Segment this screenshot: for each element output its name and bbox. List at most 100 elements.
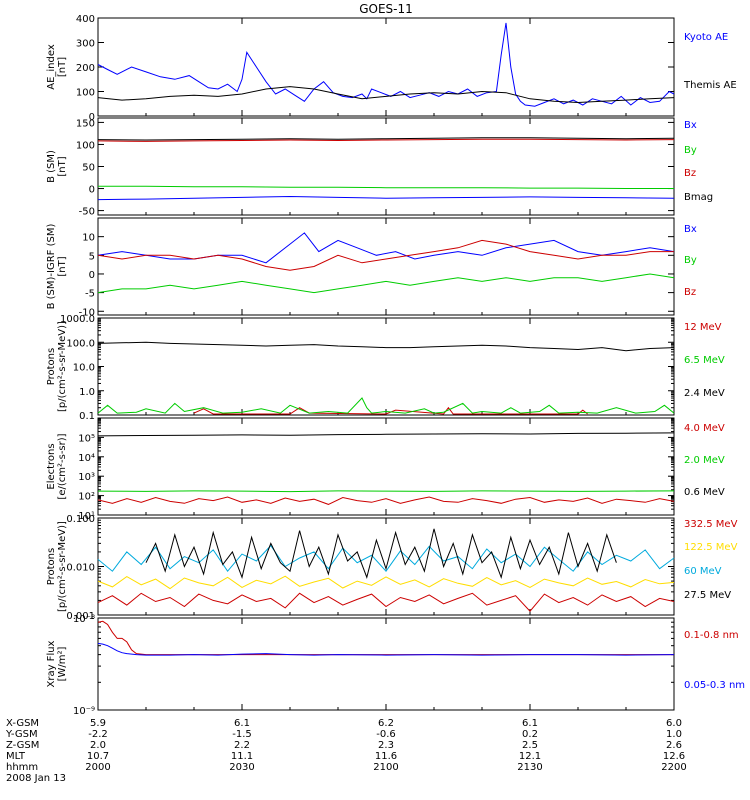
legend-label: Themis AE [683, 80, 737, 91]
legend-label: Bz [684, 168, 696, 179]
legend-label: 0.05-0.3 nm [684, 680, 745, 691]
legend-label: 4.0 MeV [684, 423, 725, 434]
y-axis-label: B (SM) [46, 150, 57, 183]
panel-frame-protons [97, 317, 675, 416]
xaxis-row-value: 6.2 [378, 718, 394, 729]
series-line-0-1-0-8-nm [97, 620, 674, 656]
xaxis-row-value: 0.2 [522, 729, 538, 740]
series-line-themis-ae [97, 86, 675, 104]
y-tick-label: 5 [89, 251, 95, 262]
xaxis-row-label: Z-GSM [6, 740, 39, 751]
y-tick-label: 10⁴ [78, 453, 95, 464]
xaxis-row-value: 11.6 [375, 751, 397, 762]
y-axis-label: [p/(cm²-s-sr-MeV)] [57, 321, 68, 412]
xaxis-row-label: Y-GSM [5, 729, 38, 740]
legend-label: Bz [684, 287, 696, 298]
panel-frame-ae [97, 17, 675, 117]
y-tick-label: 10² [78, 492, 95, 503]
series-line-2-0-mev [97, 490, 675, 493]
panel-frame-db [97, 217, 675, 316]
y-tick-label: 100.0 [66, 338, 95, 349]
xaxis-row-value: 11.1 [231, 751, 253, 762]
y-tick-label: 50 [82, 163, 95, 174]
xaxis-row-value: 1.0 [666, 729, 682, 740]
y-tick-label: 10³ [78, 472, 95, 483]
xaxis-row-value: 6.1 [522, 718, 538, 729]
series-line-by [97, 273, 675, 294]
xaxis-row-label: X-GSM [6, 718, 39, 729]
y-tick-label: 0.010 [66, 563, 95, 574]
xaxis-row-value: 2.5 [522, 740, 538, 751]
y-axis-label: [e/(cm²-s-sr)] [57, 433, 68, 499]
series-line-6-5-mev [97, 397, 675, 414]
panel-frame-xray [97, 617, 675, 711]
y-tick-label: 0.1 [79, 411, 95, 422]
panel-frame-electrons [97, 417, 675, 516]
legend-label: 2.4 MeV [684, 388, 725, 399]
legend-label: 2.0 MeV [684, 455, 725, 466]
y-tick-label: 150 [76, 118, 95, 129]
xaxis-row-value: 12.6 [663, 751, 685, 762]
series-line-122-5-mev [97, 575, 675, 590]
xaxis-row-label: hhmm [6, 762, 38, 773]
y-axis-label: AE_index [46, 44, 57, 90]
series-line-12-mev [193, 406, 588, 415]
y-tick-label: 10.0 [73, 363, 95, 374]
chart-title: GOES-11 [359, 2, 413, 16]
date-label: 2008 Jan 13 [6, 773, 66, 784]
legend-label: 0.6 MeV [684, 487, 725, 498]
y-tick-label: 0 [89, 270, 95, 281]
xaxis-row-value: 10.7 [87, 751, 109, 762]
y-tick-label: 10⁵ [78, 433, 95, 444]
y-tick-label: 10¹ [78, 511, 95, 522]
xaxis-row-value: 12.1 [519, 751, 541, 762]
series-line-bz [97, 239, 674, 271]
series-line-bx [97, 232, 675, 264]
xaxis-row-value: 5.9 [90, 718, 106, 729]
y-axis-label: Xray Flux [46, 640, 57, 687]
series-line-4-0-mev [97, 496, 675, 505]
y-axis-label: B (SM)-IGRF (SM) [46, 224, 57, 310]
y-tick-label: 0 [89, 112, 95, 123]
xaxis-row-value: 2130 [517, 762, 542, 773]
y-axis-label: [nT] [57, 256, 68, 276]
y-tick-label: 0.001 [66, 611, 95, 622]
xaxis-row-value: -0.6 [376, 729, 396, 740]
xaxis-row-value: 6.0 [666, 718, 682, 729]
legend-label: Bx [684, 224, 697, 235]
series-line-332-5-mev [97, 592, 675, 612]
panel-frame-b [97, 117, 675, 216]
series-line-0-6-mev [97, 432, 675, 437]
xaxis-row-value: 2000 [85, 762, 110, 773]
y-axis-label: [nT] [57, 156, 68, 176]
xaxis-row-value: 2100 [373, 762, 398, 773]
y-tick-label: 200 [76, 63, 95, 74]
series-line-bz [97, 138, 675, 142]
y-tick-label: 400 [76, 14, 95, 25]
legend-label: By [684, 255, 697, 266]
xaxis-row-value: 2030 [229, 762, 254, 773]
series-line-by [98, 185, 674, 189]
xaxis-row-value: -2.2 [88, 729, 108, 740]
y-tick-label: 100 [76, 140, 95, 151]
xaxis-row-value: -1.5 [232, 729, 252, 740]
xaxis-row-value: 2.2 [234, 740, 250, 751]
xaxis-row-value: 2.0 [90, 740, 106, 751]
legend-label: 27.5 MeV [684, 590, 731, 601]
series-line-bmag [97, 137, 675, 141]
xaxis-row-value: 6.1 [234, 718, 250, 729]
legend-label: 60 MeV [684, 566, 722, 577]
y-axis-label: [p/(cm²-s-sr-MeV)] [57, 521, 68, 612]
series-line-bx [97, 195, 675, 201]
y-tick-label: -10 [79, 307, 95, 318]
y-axis-label: [nT] [57, 57, 68, 77]
legend-label: Kyoto AE [684, 32, 728, 43]
legend-label: 122.5 MeV [684, 542, 738, 553]
legend-label: Bmag [684, 192, 713, 203]
xaxis-row-value: 2.3 [378, 740, 394, 751]
y-tick-label: 0 [89, 185, 95, 196]
y-tick-label: -5 [85, 289, 95, 300]
y-tick-label: 100 [76, 88, 95, 99]
legend-label: 6.5 MeV [684, 355, 725, 366]
series-line-kyoto-ae [97, 22, 675, 107]
